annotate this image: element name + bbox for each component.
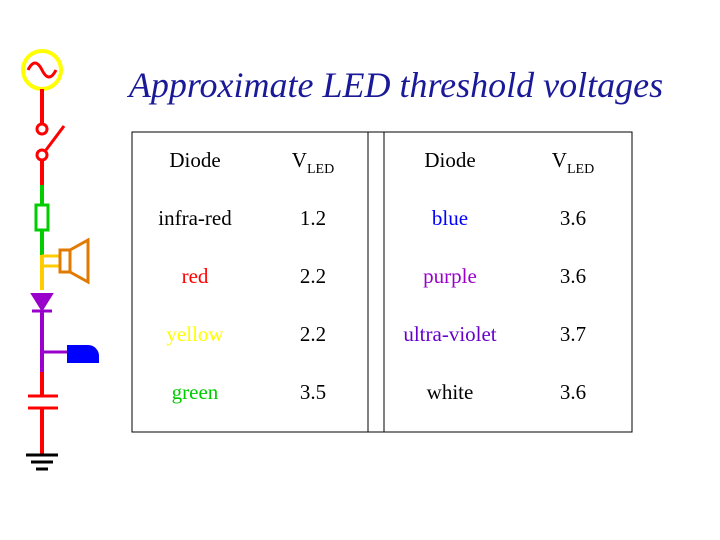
header-text: V xyxy=(552,148,567,172)
voltage-cell: 3.5 xyxy=(300,380,326,404)
diode-cell: ultra-violet xyxy=(403,322,496,346)
header-text: Diode xyxy=(424,148,475,172)
header-text: V xyxy=(292,148,307,172)
diode-cell: infra-red xyxy=(158,206,232,230)
header-subscript: LED xyxy=(567,162,594,177)
diode-cell: yellow xyxy=(166,322,224,346)
diode-cell: green xyxy=(172,380,219,404)
table-borders xyxy=(131,131,633,433)
voltage-cell: 3.7 xyxy=(560,322,586,346)
voltage-cell: 2.2 xyxy=(300,322,326,346)
diode-cell: white xyxy=(427,380,474,404)
voltage-cell: 3.6 xyxy=(560,264,586,288)
voltage-cell: 3.6 xyxy=(560,206,586,230)
slide-title: Approximate LED threshold voltages xyxy=(127,65,663,105)
header-cell: Diode xyxy=(424,148,475,172)
voltage-cell: 3.6 xyxy=(560,380,586,404)
circuit-decoration xyxy=(21,49,99,471)
header-cell: VLED xyxy=(552,148,594,177)
voltage-cell: 2.2 xyxy=(300,264,326,288)
header-cell: VLED xyxy=(292,148,334,177)
diode-cell: blue xyxy=(432,206,468,230)
header-subscript: LED xyxy=(307,162,334,177)
header-cell: Diode xyxy=(169,148,220,172)
diode-cell: red xyxy=(182,264,209,288)
header-text: Diode xyxy=(169,148,220,172)
diode-cell: purple xyxy=(423,264,477,288)
voltage-cell: 1.2 xyxy=(300,206,326,230)
